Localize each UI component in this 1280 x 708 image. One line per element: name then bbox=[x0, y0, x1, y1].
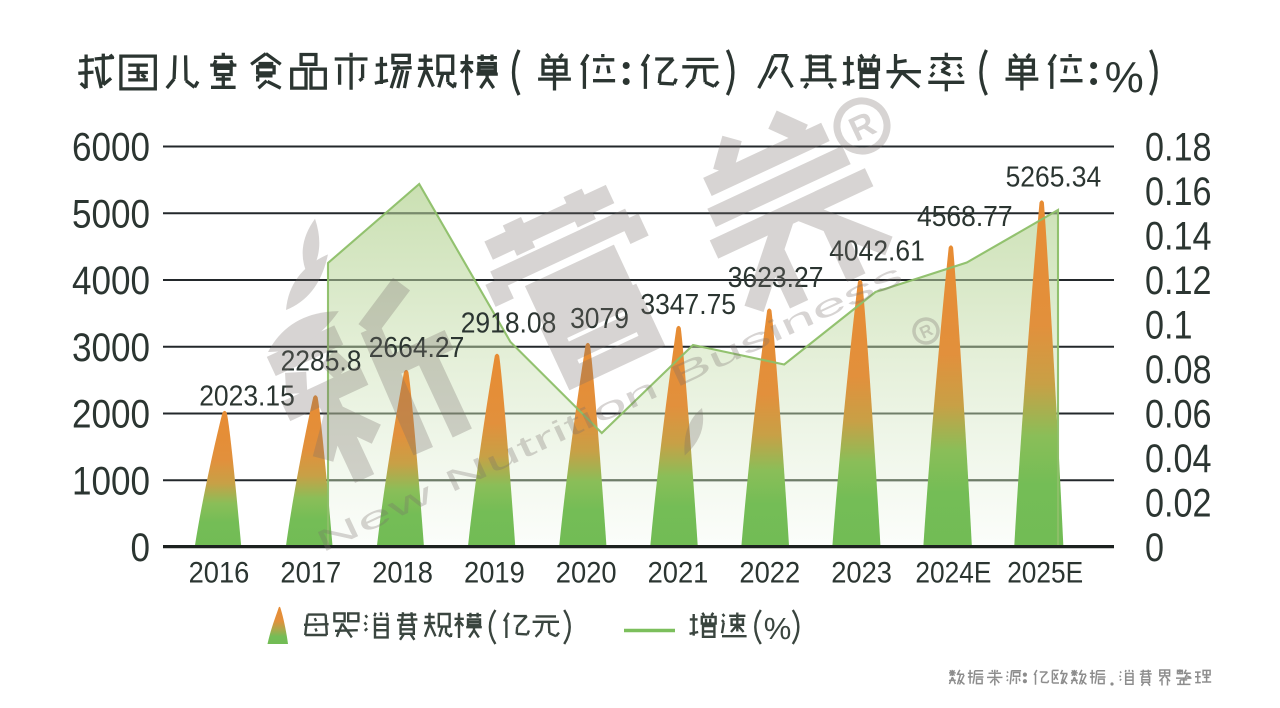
svg-text:2918.08: 2918.08 bbox=[461, 307, 557, 339]
svg-text:0.1: 0.1 bbox=[1145, 304, 1193, 348]
svg-text:2022: 2022 bbox=[739, 557, 800, 590]
svg-text:6000: 6000 bbox=[72, 126, 150, 170]
svg-text:4042.61: 4042.61 bbox=[829, 236, 925, 268]
svg-text:0: 0 bbox=[1145, 526, 1164, 570]
svg-text:2018: 2018 bbox=[372, 557, 433, 590]
svg-text:0.14: 0.14 bbox=[1145, 215, 1212, 259]
svg-text:2017: 2017 bbox=[280, 557, 341, 590]
svg-text:3000: 3000 bbox=[72, 326, 150, 370]
svg-text:%: % bbox=[1105, 53, 1144, 102]
svg-text:0.02: 0.02 bbox=[1145, 482, 1212, 526]
svg-text:0.12: 0.12 bbox=[1145, 259, 1212, 303]
svg-text:2021: 2021 bbox=[648, 557, 709, 590]
svg-text:%: % bbox=[764, 611, 792, 646]
svg-text:4000: 4000 bbox=[72, 259, 150, 303]
svg-text:4568.77: 4568.77 bbox=[917, 201, 1013, 233]
svg-text:2025E: 2025E bbox=[1007, 557, 1083, 590]
svg-text:0.16: 0.16 bbox=[1145, 170, 1212, 214]
svg-text:3347.75: 3347.75 bbox=[640, 289, 736, 321]
svg-text:2664.27: 2664.27 bbox=[369, 332, 465, 364]
svg-text:2016: 2016 bbox=[189, 557, 250, 590]
svg-text:2024E: 2024E bbox=[915, 557, 991, 590]
svg-text:2023.15: 2023.15 bbox=[199, 381, 295, 413]
svg-text:2020: 2020 bbox=[556, 557, 617, 590]
svg-text:2285.8: 2285.8 bbox=[281, 346, 362, 378]
svg-text:0.18: 0.18 bbox=[1145, 126, 1212, 170]
svg-text:3623.27: 3623.27 bbox=[728, 262, 824, 294]
svg-text:0.04: 0.04 bbox=[1145, 437, 1212, 481]
svg-text:0: 0 bbox=[131, 526, 151, 570]
svg-text:5265.34: 5265.34 bbox=[1006, 162, 1102, 194]
svg-text:0.08: 0.08 bbox=[1145, 348, 1212, 392]
svg-text:2019: 2019 bbox=[464, 557, 525, 590]
svg-text:3079: 3079 bbox=[570, 303, 629, 335]
svg-text:1000: 1000 bbox=[72, 459, 150, 503]
svg-text:0.06: 0.06 bbox=[1145, 393, 1212, 437]
svg-text:2000: 2000 bbox=[72, 393, 150, 437]
svg-text:2023: 2023 bbox=[831, 557, 892, 590]
svg-text:5000: 5000 bbox=[72, 192, 150, 236]
